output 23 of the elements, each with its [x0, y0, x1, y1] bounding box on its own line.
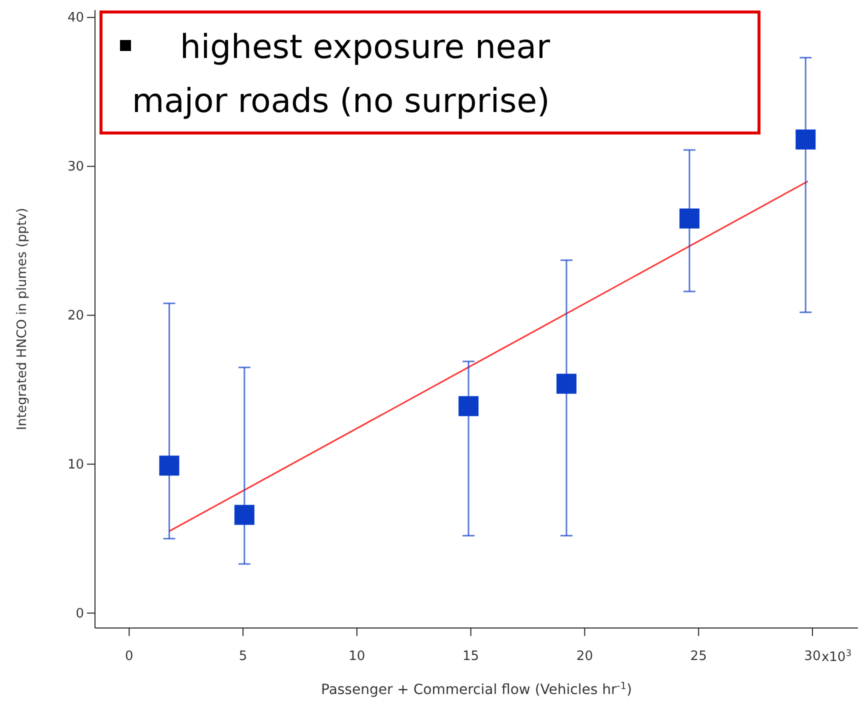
y-tick-label: 20 [67, 308, 84, 324]
annotation: highest exposure near major roads (no surprise) [132, 27, 550, 120]
x-tick-label: 25 [690, 648, 707, 664]
y-tick-label: 10 [67, 457, 84, 472]
x-tick-label: 20 [576, 648, 593, 664]
x-tick-label: 0 [125, 648, 134, 664]
x-tick-label: 30 [804, 648, 821, 664]
point [556, 374, 576, 394]
text: x10$^{3}$ [821, 648, 852, 665]
point [458, 396, 479, 416]
point [796, 130, 816, 150]
point [159, 456, 180, 476]
x-tick-label: 15 [462, 648, 480, 664]
y-axis-title: Integrated HNCO in plumes (pptv) [15, 208, 30, 430]
note-box: highest exposure near major roads (no surprise) [100, 10, 760, 134]
point [234, 504, 254, 525]
x-axis-title: Passenger + Commercial flow (Vehicles hr$^{-1}$) [321, 680, 632, 698]
y-tick-label: 40 [67, 10, 84, 26]
y-tick-label: 0 [76, 606, 84, 622]
x-tick-label: 10 [348, 648, 366, 664]
y-tick-label: 30 [67, 160, 84, 175]
point [679, 208, 700, 228]
x-tick-label: 5 [238, 648, 248, 664]
